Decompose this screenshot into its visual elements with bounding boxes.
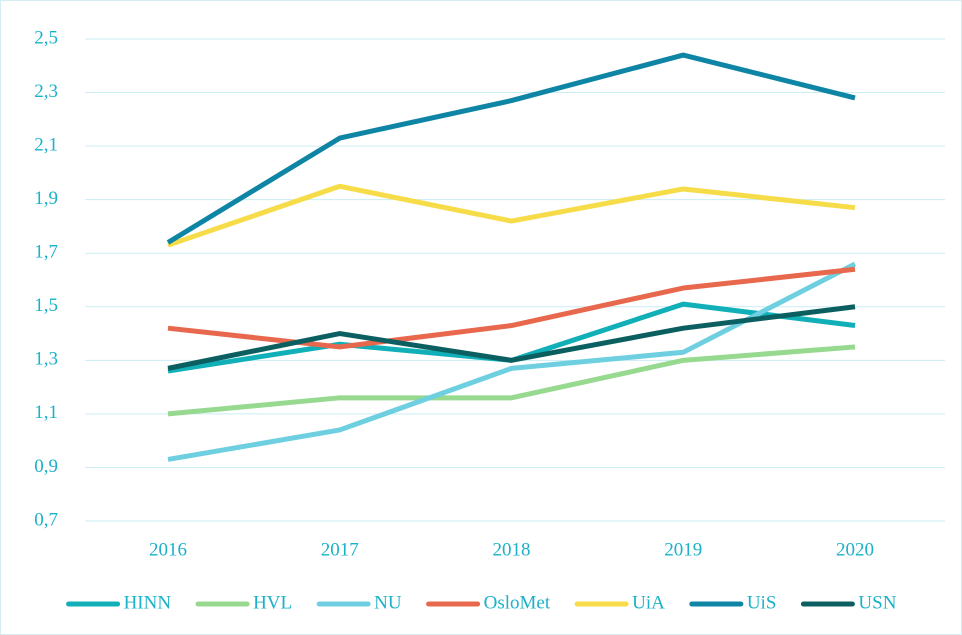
y-tick-label: 2,5 [34,27,58,48]
y-tick-label: 1,1 [34,402,58,423]
legend-label: UiA [632,592,665,613]
x-tick-label: 2016 [149,539,187,560]
x-tick-label: 2020 [836,539,874,560]
legend-label: UiS [747,592,777,613]
x-tick-label: 2019 [664,539,702,560]
y-tick-label: 2,3 [34,81,58,102]
y-tick-label: 1,3 [34,349,58,370]
series-line [167,266,856,350]
y-tick-label: 0,9 [34,456,58,477]
legend: HINN HVL NU OsloMet UiA UiS USN [66,592,897,613]
series-line [166,52,856,245]
legend-label: HVL [253,592,292,613]
series-line [167,304,856,371]
legend-label: NU [374,592,402,613]
legend-label: OsloMet [484,592,551,613]
series-line [167,344,856,417]
y-tick-label: 1,5 [34,295,58,316]
y-tick-label: 0,7 [34,509,58,530]
legend-label: HINN [124,592,172,613]
series-line [167,183,856,248]
y-tick-label: 1,7 [34,242,58,263]
y-tick-label: 1,9 [34,188,58,209]
x-tick-label: 2018 [493,539,531,560]
legend-label: USN [858,592,896,613]
y-tick-label: 2,1 [34,134,58,155]
x-tick-label: 2017 [321,539,359,560]
